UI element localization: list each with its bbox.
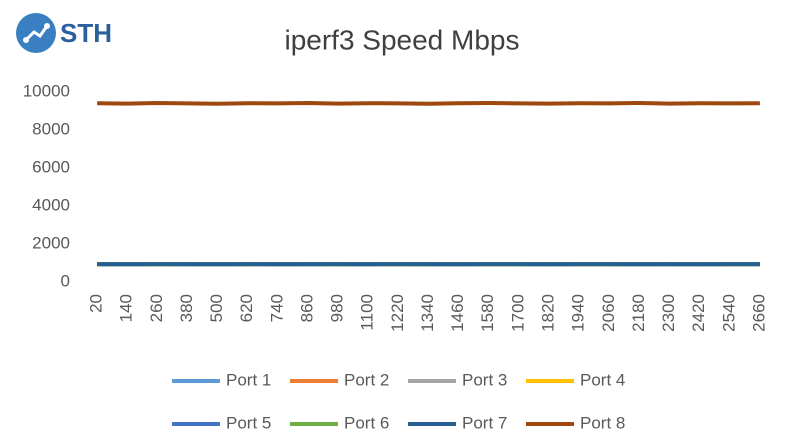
logo-circuit (24, 25, 49, 42)
x-tick-label: 1220 (388, 294, 407, 332)
y-tick-label: 0 (61, 271, 70, 290)
y-tick-label: 6000 (32, 157, 70, 176)
x-tick-label: 1100 (358, 294, 377, 331)
x-tick-label: 2420 (689, 294, 708, 332)
legend-label: Port 1 (226, 370, 271, 389)
x-tick-label: 2180 (629, 294, 648, 332)
x-tick-label: 2660 (749, 294, 768, 332)
legend-label: Port 8 (580, 413, 625, 432)
x-tick-label: 1340 (418, 294, 437, 332)
y-tick-label: 2000 (32, 233, 70, 252)
x-tick-label: 2060 (599, 294, 618, 332)
logo-text: STH (60, 18, 112, 48)
logo: STH (16, 13, 112, 53)
logo-dot (44, 23, 50, 29)
x-tick-label: 20 (87, 294, 106, 313)
legend-label: Port 5 (226, 413, 271, 432)
x-tick-label: 1940 (569, 294, 588, 332)
x-tick-label: 980 (328, 294, 347, 322)
y-tick-label: 8000 (32, 119, 70, 138)
x-tick-label: 140 (117, 294, 136, 322)
legend-label: Port 2 (344, 370, 389, 389)
x-tick-label: 380 (177, 294, 196, 322)
legend-label: Port 7 (462, 413, 507, 432)
legend-label: Port 4 (580, 370, 625, 389)
x-tick-label: 260 (147, 294, 166, 322)
legend-label: Port 3 (462, 370, 507, 389)
y-tick-label: 10000 (23, 81, 70, 100)
x-tick-label: 500 (207, 294, 226, 322)
legend-label: Port 6 (344, 413, 389, 432)
logo-dot (23, 37, 29, 43)
x-tick-label: 740 (267, 294, 286, 322)
x-tick-label: 1580 (478, 294, 497, 332)
chart-title: iperf3 Speed Mbps (284, 24, 519, 55)
x-tick-label: 1460 (448, 294, 467, 332)
x-tick-label: 860 (297, 294, 316, 322)
x-tick-label: 1700 (508, 294, 527, 332)
series-line (97, 101, 760, 106)
x-tick-label: 2300 (659, 294, 678, 332)
x-tick-label: 620 (237, 294, 256, 322)
x-tick-label: 1820 (539, 294, 558, 332)
y-tick-label: 4000 (32, 195, 70, 214)
x-tick-label: 2540 (719, 294, 738, 332)
